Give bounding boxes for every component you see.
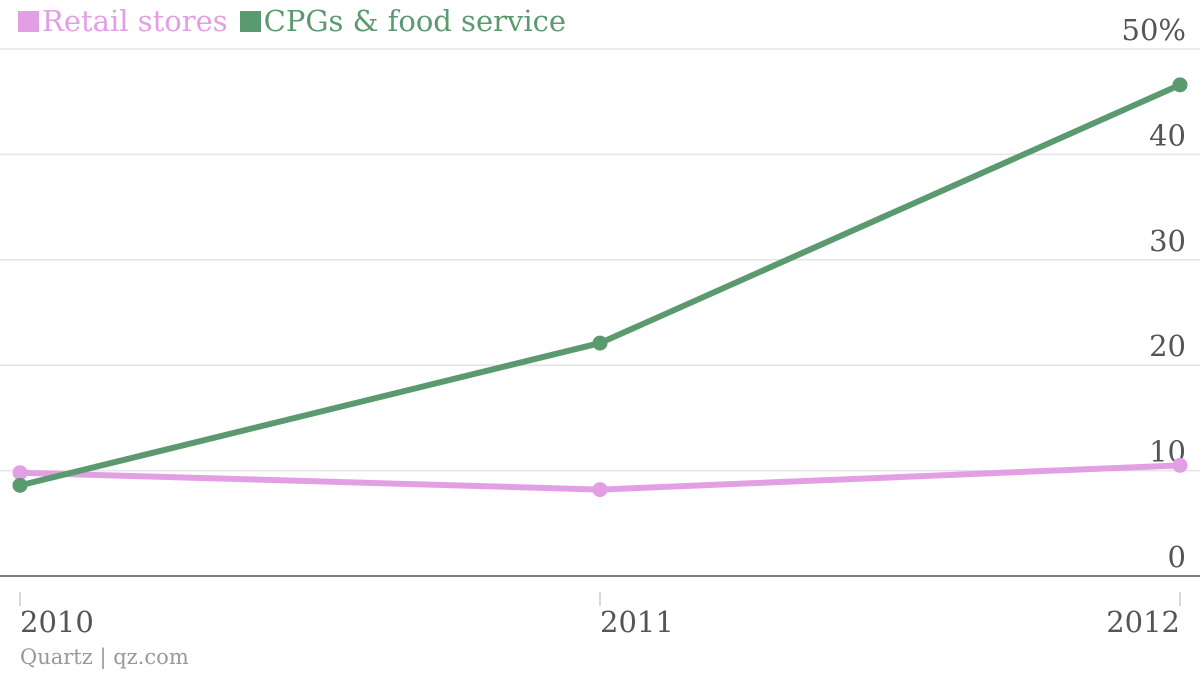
data-point	[1172, 457, 1188, 473]
series-lines	[12, 77, 1188, 498]
x-tick-label: 2012	[1106, 605, 1180, 639]
x-axis-tick-labels: 2010 2011 2012	[19, 592, 1181, 639]
legend-label-retail: Retail stores	[42, 4, 228, 38]
legend-item-retail: Retail stores	[18, 4, 228, 38]
legend-item-cpg: CPGs & food service	[239, 4, 567, 38]
x-tick-label: 2010	[20, 605, 94, 639]
grid-lines	[0, 48, 1200, 472]
data-point	[592, 482, 608, 498]
data-point	[12, 477, 28, 493]
legend: Retail stores CPGs & food service	[18, 4, 578, 38]
y-tick-label: 50%	[1122, 13, 1186, 47]
x-tick-label: 2011	[600, 605, 674, 639]
y-tick-label: 0	[1168, 540, 1186, 574]
source-credit: Quartz | qz.com	[20, 645, 189, 669]
y-tick-label: 20	[1149, 329, 1186, 363]
legend-swatch-retail	[18, 10, 39, 32]
series-line-1	[17, 81, 1183, 489]
data-point	[12, 465, 28, 481]
y-tick-label: 40	[1149, 118, 1186, 152]
y-tick-label: 30	[1149, 224, 1186, 258]
data-point	[592, 335, 608, 351]
legend-label-cpg: CPGs & food service	[263, 4, 567, 38]
data-point	[1172, 77, 1188, 93]
legend-swatch-cpg	[239, 10, 261, 32]
